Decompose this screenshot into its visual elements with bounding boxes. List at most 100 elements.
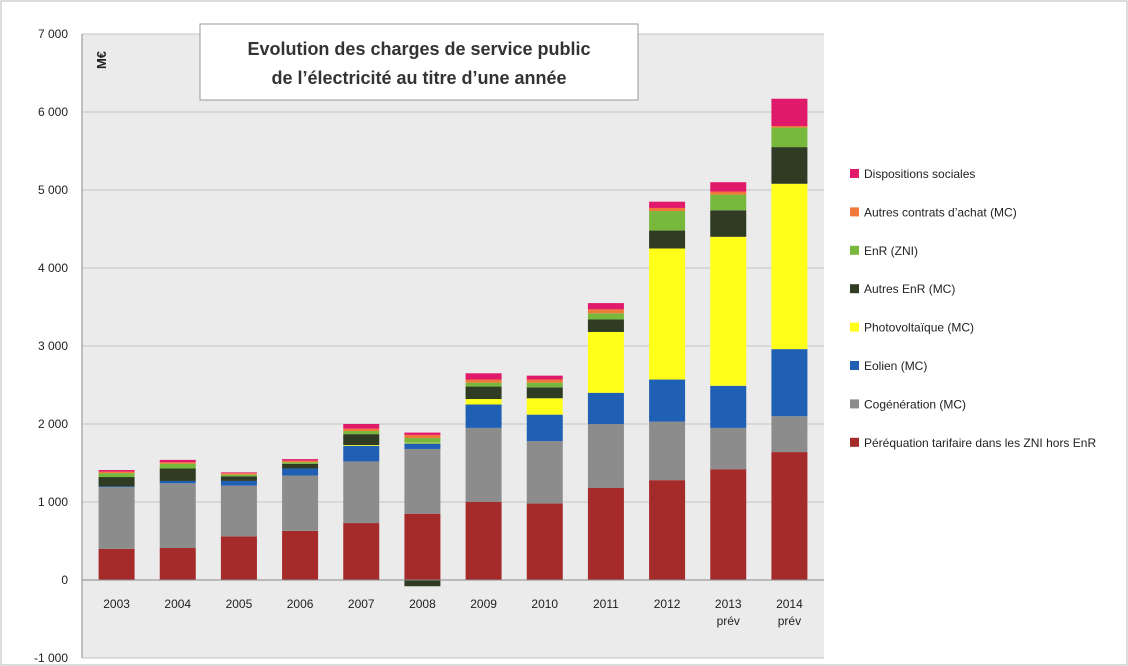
bar-2003-series-7 [98,470,135,472]
bar-2013-series-5 [710,194,747,211]
bar-2004-series-6 [159,462,196,464]
bar-2007-series-4 [343,434,380,446]
bar-2008-series-6 [404,434,441,439]
bar-2005-series-7 [220,472,257,474]
bar-2004-series-5 [159,463,196,469]
legend-swatch-1 [850,207,859,217]
bar-2012-series-3 [649,248,686,380]
chart-title-line-2: de l’électricité au titre d’une année [271,68,566,88]
x-tick-sublabel-10: prév [717,614,740,628]
legend-swatch-4 [850,322,859,332]
bar-2013-series-1 [710,427,747,470]
bar-2014-series-5 [771,127,808,148]
bar-2010-series-6 [526,379,563,383]
bar-2003-series-0 [98,548,135,580]
bar-2005-series-0 [220,536,257,580]
bar-2012-series-4 [649,230,686,249]
x-tick-label-7: 2010 [531,597,558,611]
bar-2003-series-4 [98,477,135,487]
y-axis-unit-label: M€ [94,51,109,69]
bar-2007-series-2 [343,445,380,462]
x-tick-label-2: 2005 [226,597,253,611]
y-tick-label-3: 2 000 [38,417,68,431]
bar-2011-series-4 [587,319,624,332]
bar-2006-series-7 [282,459,319,461]
bar-2007-series-5 [343,431,380,435]
x-tick-label-6: 2009 [470,597,497,611]
x-tick-label-3: 2006 [287,597,314,611]
axis-layer: -1 000 0 1 000 2 000 3 000 4 000 5 000 6 000 7 0… [34,27,824,665]
chart-title-line-1: Evolution des charges de service public [247,39,590,59]
legend-swatch-2 [850,245,859,255]
bar-2009-series-1 [465,427,502,502]
legend-swatch-3 [850,284,859,294]
legend-label-6: Cogénération (MC) [864,397,966,411]
bar-2014-series-1 [771,416,808,453]
bar-2011-series-0 [587,487,624,580]
bar-2010-series-2 [526,414,563,442]
bar-2003-series-5 [98,473,135,478]
bar-2004-series-2 [159,480,196,484]
bar-2009-series-2 [465,404,502,428]
bar-2014-series-6 [771,126,808,128]
bar-2006-series-5 [282,462,319,464]
y-tick-label-2: 1 000 [38,495,68,509]
bar-2011-series-7 [587,303,624,310]
x-tick-label-5: 2008 [409,597,436,611]
bar-2005-series-5 [220,474,257,477]
bar-2013-series-4 [710,210,747,237]
bar-2012-series-0 [649,480,686,580]
bar-2010-series-5 [526,382,563,388]
bar-2009-series-3 [465,399,502,405]
bar-2014-series-2 [771,349,808,417]
bar-2009-series-0 [465,502,502,580]
legend-swatch-7 [850,437,859,447]
bar-2012-series-7 [649,201,686,208]
y-tick-label-8: 7 000 [38,27,68,41]
bar-2014-series-4 [771,147,808,184]
bar-2003-series-1 [98,487,135,549]
bar-2012-series-1 [649,421,686,481]
legend-label-2: EnR (ZNI) [864,244,918,258]
legend-label-3: Autres EnR (MC) [864,282,955,296]
bar-2008-series-4 [404,580,441,587]
bar-2006-series-4 [282,463,319,469]
bar-2008-series-2 [404,443,441,449]
bar-2009-series-7 [465,373,502,380]
bar-2010-series-4 [526,387,563,399]
bar-2005-series-2 [220,480,257,486]
legend-label-4: Photovoltaïque (MC) [864,321,974,335]
bar-2009-series-4 [465,386,502,400]
bar-2010-series-0 [526,503,563,580]
grid-layer [82,33,824,659]
bar-2011-series-1 [587,424,624,488]
y-tick-label-1: 0 [61,573,68,587]
bar-2008-series-1 [404,448,441,514]
bar-2006-series-2 [282,468,319,476]
bar-2006-series-6 [282,460,319,463]
legend-swatch-0 [850,169,859,178]
bar-2005-series-6 [220,473,257,475]
x-tick-label-10: 2013 [715,597,742,611]
bar-2010-series-7 [526,375,563,380]
bar-2006-series-1 [282,475,319,531]
bar-2009-series-6 [465,379,502,383]
bar-2007-series-3 [343,445,380,446]
x-tick-label-1: 2004 [164,597,191,611]
bar-2011-series-3 [587,331,624,393]
x-tick-label-11: 2014 [776,597,803,611]
bar-2004-series-1 [159,483,196,549]
y-tick-label-7: 6 000 [38,105,68,119]
bar-2005-series-4 [220,476,257,481]
bar-2008-series-7 [404,432,441,435]
title-box: Evolution des charges de service public … [199,23,639,101]
x-tick-label-9: 2012 [654,597,681,611]
bar-2003-series-2 [98,486,135,488]
y-tick-label-6: 5 000 [38,183,68,197]
x-tick-label-4: 2007 [348,597,375,611]
bar-2012-series-6 [649,207,686,212]
legend: Dispositions sociales Autres contrats d’a… [850,167,1096,450]
bar-2008-series-0 [404,513,441,580]
